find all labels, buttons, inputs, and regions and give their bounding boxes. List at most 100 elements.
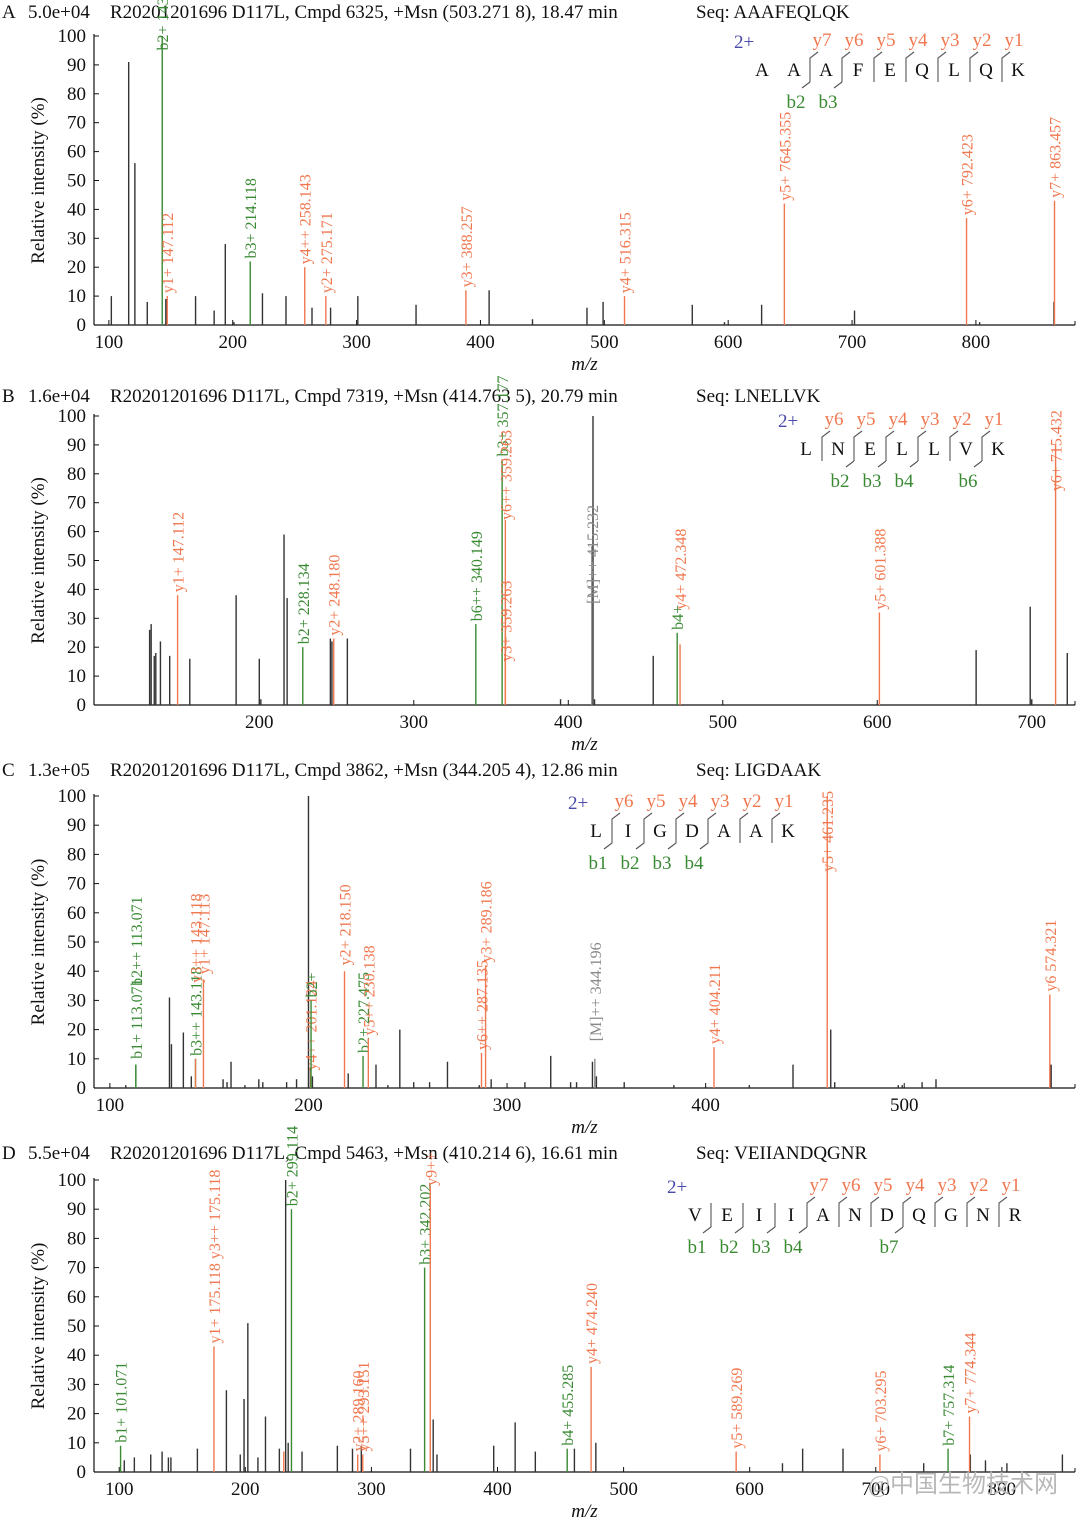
charge-state: 2+ [778,411,798,432]
y-ion-cleavage-mark [917,430,927,461]
peptide-sequence-header: Seq: LIGDAAK [696,760,821,781]
y-ion-label: y6+ 715.432 [1049,410,1066,491]
x-axis-label: m/z [571,354,598,375]
y-tick-label: 40 [67,961,86,982]
spectrum-info: R20201201696 D117L, Cmpd 6325, +Msn (503… [110,2,618,23]
y-ion-label: y4++ 201.124 [304,980,321,1070]
b-ion-cleavage-mark [635,842,645,850]
y-ion-label: y3+ 388.257 [459,206,476,287]
b-ion-label: b2+ 227.475 [356,972,373,1053]
y-ion-marker: y3 [711,791,730,812]
y-ion-cleavage-mark [841,51,851,82]
y-tick-label: 40 [67,199,86,220]
y-tick-label: 90 [67,55,86,76]
y-ion-cleavage-mark [611,812,621,843]
y-ion-cleavage-mark [707,812,717,843]
y-axis-label: Relative intensity (%) [28,859,49,1026]
y-ion-cleavage-mark [771,812,781,843]
b-ion-marker: b2 [720,1237,739,1258]
x-tick-label: 300 [400,712,429,733]
other-ion-label: [M]++ 344.196 [588,942,605,1041]
sequence-residue: I [756,1205,762,1226]
sequence-residue: E [721,1205,733,1226]
sequence-residue: K [1011,60,1025,81]
b-ion-cleavage-mark [702,1203,712,1234]
y-ion-marker: y5 [877,30,896,51]
y-ion-label: y1+ 147.112 [160,213,177,293]
y-tick-label: 80 [67,844,86,865]
panel-letter: A [2,2,16,23]
spectrum-panel-a: A 5.0e+04 R20201201696 D117L, Cmpd 6325, +… [2,0,1076,375]
y-ion-label: y2+ 218.150 [338,884,355,965]
y-tick-label: 0 [77,315,87,336]
spectrum-info: R20201201696 D117L, Cmpd 7319, +Msn (414… [110,386,618,407]
b-ion-cleavage-mark [798,1226,808,1234]
y-ion-label: y5++ 230.138 [361,945,378,1035]
sequence-residue: K [991,439,1005,460]
y-ion-marker: y3 [941,30,960,51]
y-axis-label: Relative intensity (%) [28,97,49,264]
b-ion-label: b3+ 214.118 [243,178,260,258]
y-ion-label: y5++ 293.151 [356,1362,373,1452]
b-ion-label: b7+ 757.314 [941,1365,958,1446]
b-ion-label: b4+ 455.285 [560,1365,577,1446]
peptide-sequence-header: Seq: LNELLVK [696,386,821,407]
y-ion-label: y6++ 359.263 [498,430,515,520]
y-ion-marker: y1 [985,409,1004,430]
x-tick-label: 800 [988,1479,1017,1500]
x-tick-label: 200 [231,1479,260,1500]
y-ion-marker: y3 [921,409,940,430]
sequence-residue: R [1009,1205,1022,1226]
b-ion-cleavage-mark [766,1203,776,1234]
x-axis-label: m/z [571,1501,598,1522]
b-ion-marker: b4 [784,1237,804,1258]
y-tick-label: 80 [67,84,86,105]
y-ion-cleavage-mark [675,812,685,843]
sequence-residue: N [831,439,845,460]
y-tick-label: 40 [67,579,86,600]
y-ion-label: y6+ 703.295 [873,1371,890,1452]
sequence-residue: L [896,439,908,460]
y-ion-label: y1+ 147.113 [196,894,213,974]
b-ion-label: b2+ [304,972,321,997]
y-tick-label: 20 [67,257,86,278]
spectrum-panel-d: D 5.5e+04 R20201201696 D117L, Cmpd 5463, +… [2,1126,1076,1522]
b-ion-label: b4+ [670,605,687,630]
spectrum-info: R20201201696 D117L, Cmpd 3862, +Msn (344… [110,760,618,781]
b-ion-cleavage-mark [845,460,855,468]
b-ion-cleavage-mark [801,81,811,89]
y-tick-label: 80 [67,464,86,485]
watermark: @中国生物技术网 [868,1471,1058,1498]
b-ion-cleavage-mark [603,842,613,850]
sequence-residue: D [685,821,699,842]
b-ion-label: b2++ 113.071 [129,896,146,985]
sequence-residue: A [755,60,769,81]
x-tick-label: 500 [890,1095,919,1116]
y-tick-label: 70 [67,493,86,514]
x-tick-label: 500 [609,1479,638,1500]
y-tick-label: 50 [67,171,86,192]
y-ion-label: y6+ 792.423 [960,134,977,215]
y-ion-label: y4+ 404.211 [707,964,724,1044]
sequence-residue: A [787,60,801,81]
b-ion-marker: b4 [895,471,915,492]
y-tick-label: 60 [67,522,86,543]
b-ion-marker: b3 [819,92,838,113]
intensity-scale: 5.5e+04 [28,1143,90,1164]
x-tick-label: 100 [105,1479,134,1500]
sequence-residue: E [864,439,876,460]
b-ion-cleavage-mark [667,842,677,850]
y-ion-cleavage-mark [853,430,863,461]
y-ion-cleavage-mark [934,1196,944,1227]
panel-letter: B [2,386,15,407]
y-tick-label: 70 [67,113,86,134]
y-axis-label: Relative intensity (%) [28,477,49,644]
y-ion-marker: y7 [810,1175,829,1196]
charge-state: 2+ [568,793,588,814]
y-ion-cleavage-mark [870,1196,880,1227]
y-ion-marker: y4 [889,409,909,430]
